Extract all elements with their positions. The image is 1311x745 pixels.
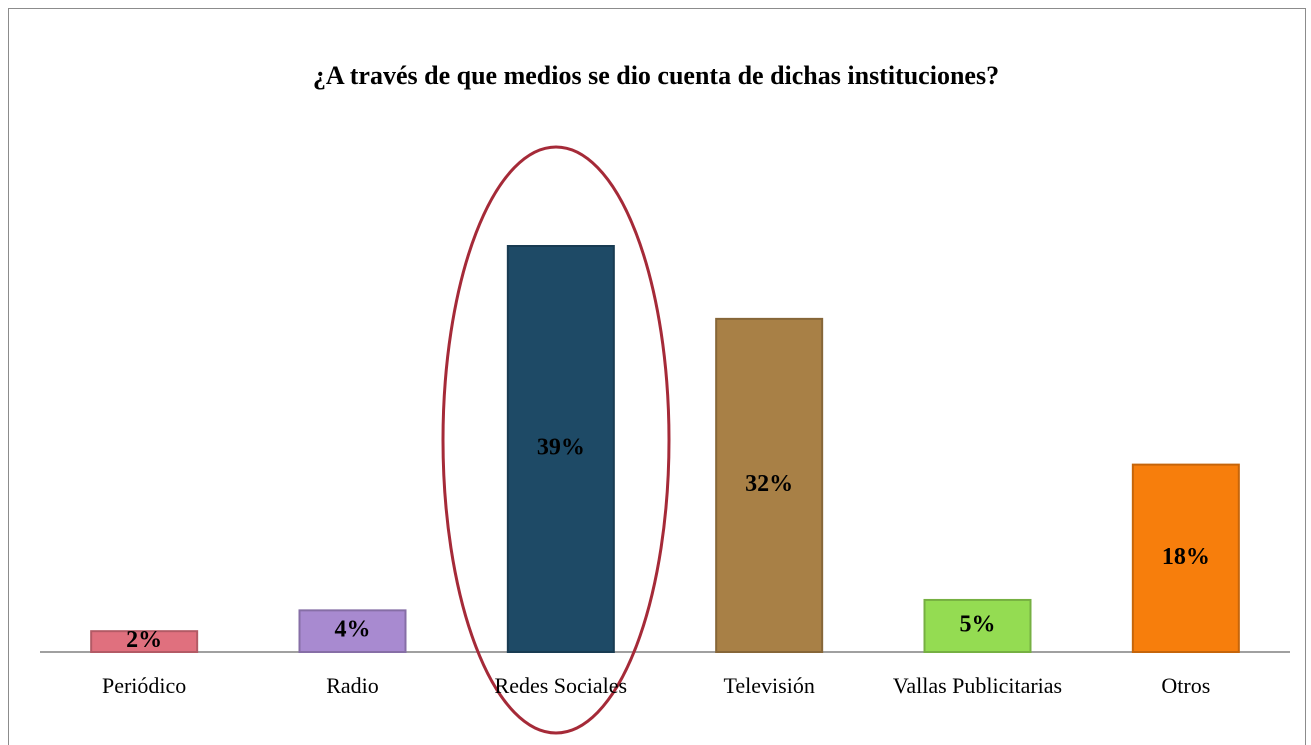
x-tick-label: Vallas Publicitarias: [892, 673, 1063, 698]
bar: [506, 245, 615, 653]
x-tick-label: Radio: [326, 673, 379, 698]
value-label: 5%: [960, 611, 996, 637]
x-tick-label: Televisión: [723, 673, 815, 698]
chart-frame: [8, 8, 1306, 745]
bar: [715, 317, 824, 653]
value-label: 39%: [537, 435, 585, 461]
x-tick-label: Periódico: [101, 673, 187, 698]
chart-title: ¿A través de que medios se dio cuenta de…: [313, 61, 999, 90]
x-tick-label: Otros: [1161, 673, 1211, 698]
value-label: 18%: [1162, 544, 1210, 570]
x-tick-label: Redes Sociales: [494, 673, 628, 698]
value-label: 2%: [126, 627, 162, 653]
value-label: 4%: [335, 617, 371, 643]
bar: [923, 598, 1032, 654]
bar: [90, 630, 199, 654]
bars: 2% 4% 39% 32% 5% 18%: [90, 245, 1240, 654]
value-label: 32%: [745, 471, 793, 497]
bar: [1131, 463, 1240, 653]
highlight-ellipse: [441, 145, 671, 735]
bar: [298, 609, 407, 653]
